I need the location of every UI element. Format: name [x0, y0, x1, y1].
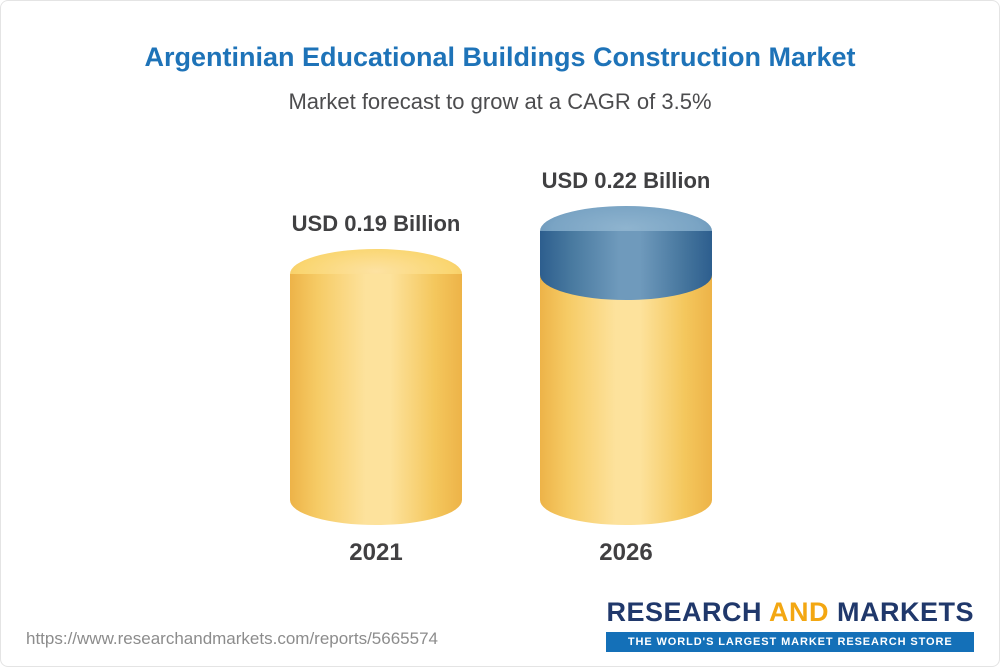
- chart-title: Argentinian Educational Buildings Constr…: [144, 42, 856, 72]
- cylinder-2026-yellow-body: [540, 275, 712, 525]
- chart-area: USD 0.19 Billion 2021 USD 0.22 Billion 2…: [1, 155, 999, 575]
- logo-tagline: THE WORLD'S LARGEST MARKET RESEARCH STOR…: [606, 632, 974, 652]
- cylinder-2021-body: [290, 274, 462, 525]
- bar-group-2021: USD 0.19 Billion 2021: [290, 211, 462, 567]
- research-and-markets-logo[interactable]: RESEARCH AND MARKETS THE WORLD'S LARGEST…: [606, 597, 974, 652]
- logo-wordmark: RESEARCH AND MARKETS: [606, 597, 974, 628]
- bar-group-2026: USD 0.22 Billion 2026: [540, 168, 712, 567]
- chart-subtitle: Market forecast to grow at a CAGR of 3.5…: [288, 89, 712, 114]
- year-label-2021: 2021: [349, 539, 403, 566]
- footer: https://www.researchandmarkets.com/repor…: [1, 597, 999, 666]
- value-label-2026: USD 0.22 Billion: [541, 168, 711, 193]
- cylinder-2026-growth-cap-body: [540, 231, 712, 300]
- logo-word-and: AND: [768, 597, 829, 627]
- year-label-2026: 2026: [599, 539, 653, 566]
- cylinder-2021: [290, 249, 462, 525]
- logo-word-research: RESEARCH: [606, 597, 762, 627]
- report-url-link[interactable]: https://www.researchandmarkets.com/repor…: [26, 629, 438, 648]
- value-label-2021: USD 0.19 Billion: [291, 211, 461, 236]
- logo-word-markets: MARKETS: [837, 597, 974, 627]
- cylinder-2026: [540, 206, 712, 525]
